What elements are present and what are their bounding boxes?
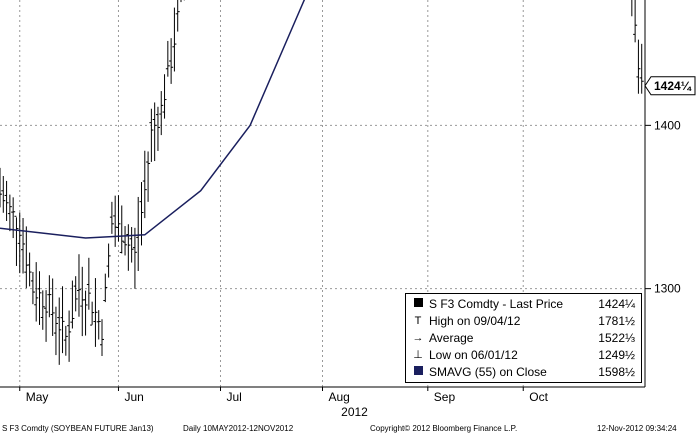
legend-row: ⊥ Low on 06/01/12 1249½ [412, 347, 635, 364]
x-year-label: 2012 [341, 405, 368, 419]
x-tick-label: Jun [124, 390, 143, 404]
x-tick-label: Aug [329, 390, 350, 404]
y-tick-label: 1400 [654, 118, 681, 132]
footer-period: Daily 10MAY2012-12NOV2012 [183, 424, 294, 433]
price-bars [0, 0, 644, 365]
legend-row: T High on 09/04/12 1781½ [412, 313, 635, 330]
legend-symbol: T [414, 315, 422, 327]
footer-copyright: Copyright© 2012 Bloomberg Finance L.P. [370, 424, 518, 433]
x-tick-label: May [26, 390, 49, 404]
legend-value: 1598½ [598, 365, 635, 379]
legend-row: → Average 1522⅓ [412, 330, 636, 347]
legend-label: Low on 06/01/12 [429, 348, 518, 362]
legend-swatch-square [413, 366, 423, 375]
legend-label: SMAVG (55) on Close [429, 365, 547, 379]
x-tick-label: Oct [529, 390, 548, 404]
chart-footer: S F3 Comdty (SOYBEAN FUTURE Jan13) Daily… [0, 421, 700, 437]
y-tick-label: 1300 [654, 282, 681, 296]
legend-value: 1424¼ [598, 297, 635, 311]
legend-value: 1249½ [598, 348, 635, 362]
legend-swatch [412, 364, 424, 381]
legend-swatch [412, 296, 424, 313]
chart-legend: S F3 Comdty - Last Price 1424¼ T High on 09… [405, 293, 642, 383]
footer-security: S F3 Comdty (SOYBEAN FUTURE Jan13) [2, 424, 154, 433]
legend-value: 1522⅓ [598, 331, 635, 345]
legend-row: SMAVG (55) on Close 1598½ [412, 364, 635, 381]
legend-value: 1781½ [598, 314, 635, 328]
footer-timestamp: 12-Nov-2012 09:34:24 [597, 424, 677, 433]
x-tick-label: Jul [226, 390, 241, 404]
legend-label: High on 09/04/12 [429, 314, 521, 328]
legend-symbol: → [412, 332, 424, 344]
legend-label: S F3 Comdty - Last Price [429, 297, 564, 311]
x-tick-label: Sep [434, 390, 456, 404]
price-chart: 130014001500160017001800MayJunJulAugSepO… [0, 0, 696, 419]
sma-line [0, 0, 306, 239]
legend-swatch-square [413, 298, 423, 307]
price-badge [644, 76, 696, 96]
price-badge-label: 1424¼ [654, 79, 692, 93]
legend-label: Average [429, 331, 474, 345]
legend-row: S F3 Comdty - Last Price 1424¼ [412, 296, 635, 313]
legend-symbol: ⊥ [413, 349, 423, 361]
